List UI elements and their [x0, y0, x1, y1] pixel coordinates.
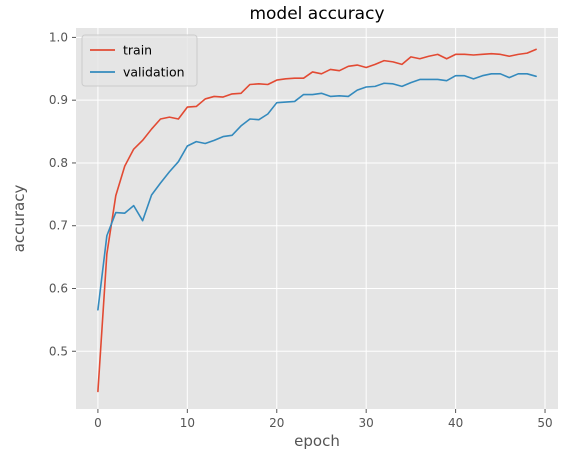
y-tick-label: 0.5 — [49, 344, 68, 358]
grid — [76, 28, 558, 409]
series-lines — [97, 48, 537, 393]
x-tick-label: 20 — [269, 416, 284, 430]
y-tick-label: 0.9 — [49, 93, 68, 107]
legend-frame — [81, 34, 198, 87]
y-tick-label: 1.0 — [49, 30, 68, 44]
x-tick-label: 30 — [359, 416, 374, 430]
legend-label: validation — [123, 65, 185, 80]
y-tick-label: 0.6 — [49, 281, 68, 295]
plot-area — [76, 28, 558, 409]
y-tick-label: 0.7 — [49, 219, 68, 233]
x-tick-label: 0 — [94, 416, 102, 430]
x-tick-label: 40 — [448, 416, 463, 430]
series-line-validation — [97, 73, 537, 311]
chart-title: model accuracy — [249, 4, 384, 24]
y-axis-label: accuracy — [10, 185, 28, 253]
legend-label: train — [123, 43, 152, 58]
y-axis-ticks: 0.5 0.6 0.7 0.8 0.9 1.0 — [49, 30, 76, 358]
x-tick-label: 50 — [537, 416, 552, 430]
legend: train validation — [81, 34, 198, 87]
series-line-train — [97, 48, 537, 393]
x-axis-ticks: 0 10 20 30 40 50 — [94, 409, 553, 430]
x-axis-label: epoch — [294, 432, 340, 450]
x-tick-label: 10 — [180, 416, 195, 430]
y-tick-label: 0.8 — [49, 156, 68, 170]
